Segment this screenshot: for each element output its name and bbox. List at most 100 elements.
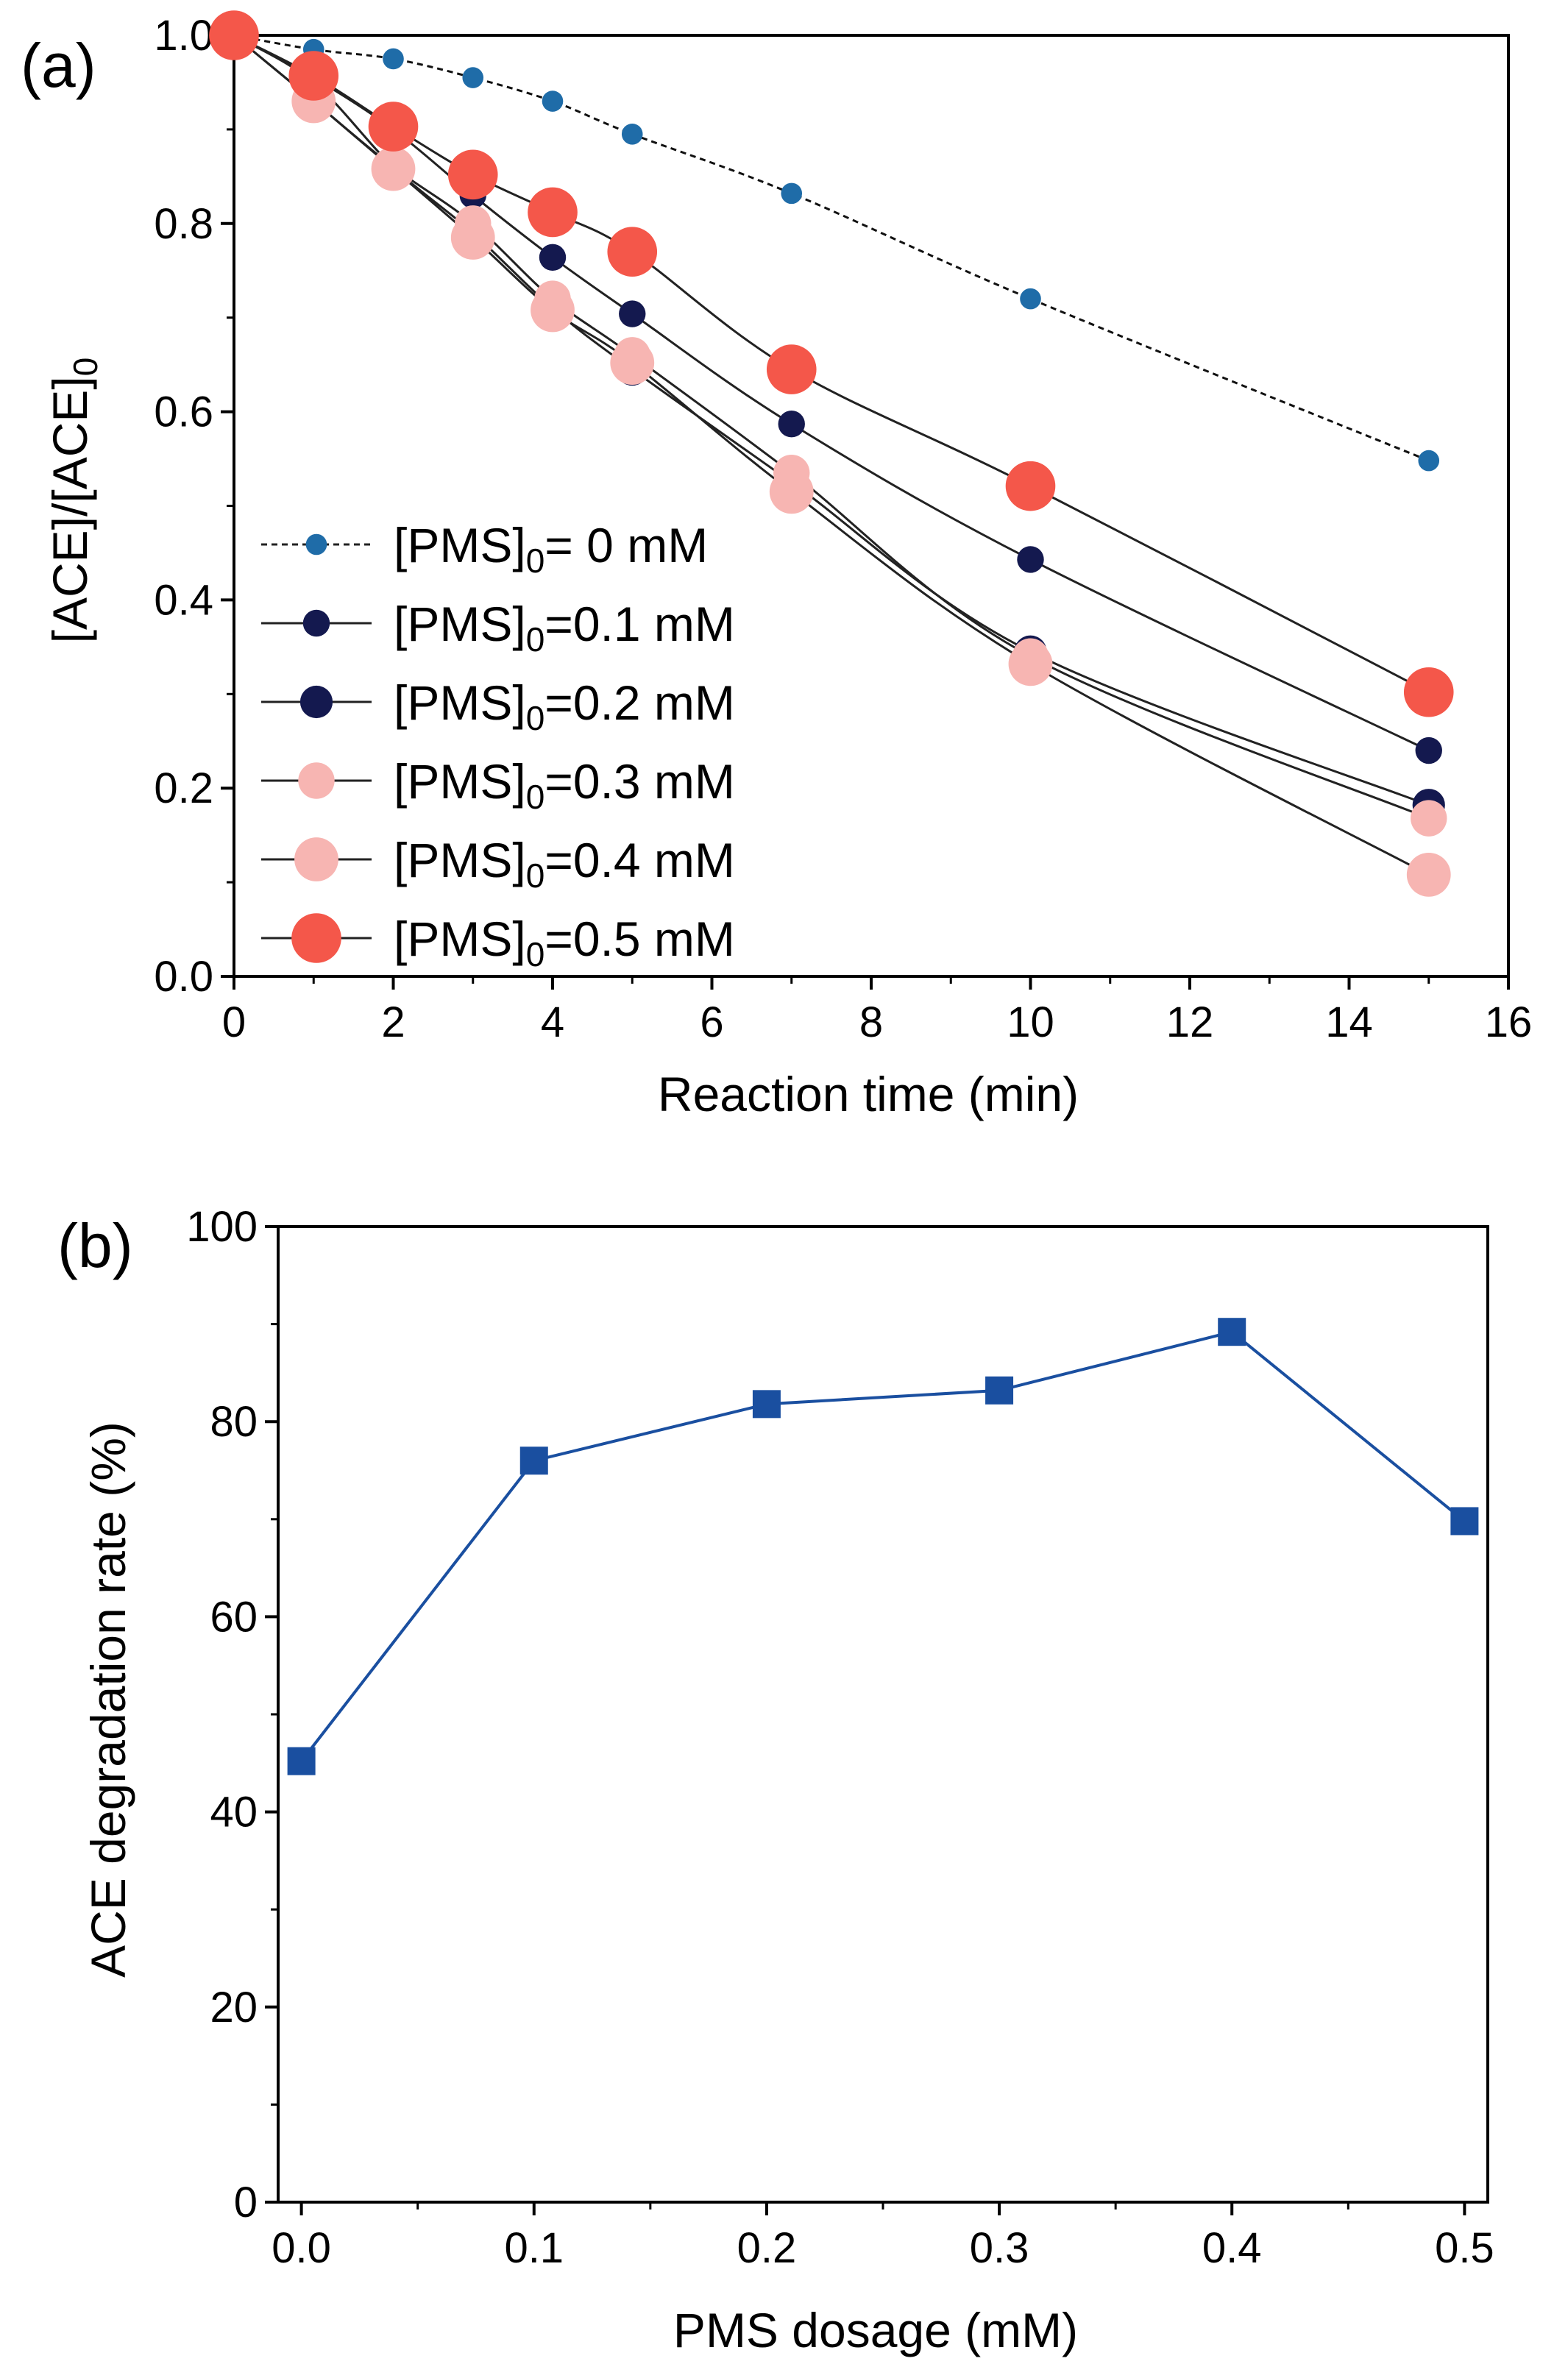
data-point-series-0	[383, 48, 404, 70]
data-point-degradation	[519, 1447, 548, 1475]
data-point-series-0	[621, 123, 643, 145]
data-point-series-0	[542, 90, 564, 112]
panel-a-data-points	[209, 10, 1454, 897]
data-point-series-0	[781, 182, 803, 205]
data-point-series-4	[371, 146, 416, 191]
legend-label-0: [PMS]0= 0 mM	[394, 518, 708, 580]
series-line-degradation	[300, 1330, 1466, 1762]
data-point-series-0	[1418, 450, 1440, 472]
panel-a-x-tick-label: 8	[859, 998, 883, 1046]
legend-label-sub: 0	[526, 699, 545, 737]
panel-a-x-tick-label: 0	[222, 998, 246, 1046]
panel-b-y-tick-label: 100	[186, 1203, 258, 1251]
panel-b-y-tick-label: 0	[234, 2179, 258, 2226]
panel-b-data-points	[287, 1318, 1479, 1775]
panel-b: (b) 0.0 0.1 0.2 0.3 0.4 0.5 0 20 40 60 80 100 PMS d…	[57, 1203, 1494, 2357]
panel-a-y-tick-label: 0.2	[154, 764, 213, 812]
legend-label-sub: 0	[526, 542, 545, 580]
panel-a: (a) 0 2 4 6 8 10 12 14 16 0.0 0.2 0.4 0.6 0.8 1.0 [PMS…	[21, 10, 1532, 1121]
legend-marker-0	[305, 533, 327, 555]
legend-label-sub: 0	[526, 856, 545, 895]
panel-a-y-tick-label: 0.8	[154, 200, 213, 248]
legend-label-rest: =0.3 mM	[544, 754, 735, 809]
panel-a-x-tick-label: 12	[1166, 998, 1214, 1046]
legend-label-main: [PMS]	[394, 675, 526, 730]
data-point-degradation	[752, 1390, 781, 1419]
panel-b-label: (b)	[57, 1211, 133, 1280]
data-point-series-0	[1020, 288, 1041, 310]
data-point-degradation	[985, 1376, 1014, 1405]
legend-label-rest: = 0 mM	[544, 518, 708, 572]
legend-marker-2	[299, 685, 333, 719]
panel-b-y-tick-label: 40	[210, 1789, 258, 1836]
series-line-0	[233, 34, 1430, 462]
panel-b-y-axis-title: ACE degradation rate (%)	[81, 1421, 135, 1978]
legend-label-rest: =0.2 mM	[544, 675, 735, 730]
legend-label-sub: 0	[526, 778, 545, 816]
panel-a-x-axis-title: Reaction time (min)	[658, 1067, 1079, 1121]
legend-marker-3	[298, 762, 335, 799]
legend-label-rest: =0.1 mM	[544, 597, 735, 651]
legend-label-main: [PMS]	[394, 597, 526, 651]
panel-b-series-line	[300, 1330, 1466, 1762]
panel-a-x-tick-label: 10	[1007, 998, 1054, 1046]
legend-label-1: [PMS]0=0.1 mM	[394, 597, 735, 659]
panel-a-y-tick-label: 0.0	[154, 953, 213, 1001]
data-point-series-4	[610, 341, 655, 385]
data-point-series-5	[766, 344, 817, 394]
panel-b-plot-frame	[277, 1225, 1489, 2204]
legend-label-rest: =0.4 mM	[544, 833, 735, 887]
data-point-series-1	[539, 244, 567, 271]
data-point-series-1	[778, 411, 805, 438]
panel-a-label: (a)	[21, 31, 96, 100]
panel-b-x-tick-label: 0.5	[1435, 2224, 1494, 2272]
data-point-series-5	[288, 51, 339, 101]
legend-label-2: [PMS]0=0.2 mM	[394, 675, 735, 737]
panel-a-axes: 0 2 4 6 8 10 12 14 16 0.0 0.2 0.4 0.6 0.8 1.0	[154, 12, 1532, 1046]
data-point-degradation	[287, 1747, 316, 1775]
panel-a-x-tick-label: 2	[381, 998, 405, 1046]
data-point-series-3	[1411, 800, 1447, 837]
data-point-series-4	[1008, 642, 1053, 686]
data-point-series-5	[528, 187, 578, 238]
legend-label-main: [PMS]	[394, 833, 526, 887]
panel-b-x-tick-label: 0.2	[737, 2224, 797, 2272]
legend-label-sub: 0	[526, 935, 545, 973]
data-point-series-5	[1005, 461, 1056, 511]
panel-a-x-tick-label: 14	[1325, 998, 1373, 1046]
data-point-series-5	[1403, 667, 1454, 717]
legend-label-main: [PMS]	[394, 754, 526, 809]
panel-a-y-axis-title-main: [ACE]/[ACE]	[43, 376, 97, 643]
data-point-series-4	[769, 469, 814, 514]
legend-label-sub: 0	[526, 620, 545, 659]
data-point-series-4	[531, 288, 575, 333]
legend-marker-1	[302, 609, 330, 637]
panel-a-y-tick-label: 1.0	[154, 12, 213, 60]
data-point-series-0	[462, 67, 484, 88]
panel-b-x-tick-label: 0.4	[1202, 2224, 1262, 2272]
panel-a-y-tick-label: 0.4	[154, 576, 213, 624]
legend-label-5: [PMS]0=0.5 mM	[394, 912, 735, 973]
panel-b-y-tick-label: 20	[210, 1984, 258, 2031]
legend-label-3: [PMS]0=0.3 mM	[394, 754, 735, 816]
panel-b-x-tick-label: 0.0	[272, 2224, 331, 2272]
panel-b-y-tick-label: 60	[210, 1593, 258, 1641]
data-point-series-5	[209, 10, 259, 60]
legend-marker-4	[294, 837, 338, 881]
data-point-series-5	[447, 149, 498, 200]
panel-b-axes: 0.0 0.1 0.2 0.3 0.4 0.5 0 20 40 60 80 100	[186, 1203, 1494, 2272]
legend-label-main: [PMS]	[394, 518, 526, 572]
legend-marker-5	[291, 913, 341, 963]
panel-a-y-axis-title-sub: 0	[66, 358, 104, 377]
legend-label-4: [PMS]0=0.4 mM	[394, 833, 735, 895]
data-point-series-4	[450, 216, 495, 260]
panel-a-y-axis-title-text: [ACE]/[ACE]0	[43, 358, 104, 644]
panel-a-x-tick-label: 16	[1485, 998, 1533, 1046]
panel-a-legend: [PMS]0= 0 mM[PMS]0=0.1 mM[PMS]0=0.2 mM[P…	[261, 518, 735, 973]
panel-a-y-axis-title: [ACE]/[ACE]0	[43, 358, 104, 644]
panel-a-x-tick-label: 4	[541, 998, 564, 1046]
data-point-series-1	[1017, 546, 1044, 573]
data-point-series-4	[1406, 852, 1451, 897]
legend-label-rest: =0.5 mM	[544, 912, 735, 966]
